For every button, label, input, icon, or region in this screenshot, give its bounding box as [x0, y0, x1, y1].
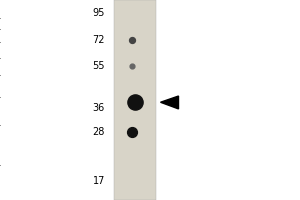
Text: 55: 55	[92, 61, 105, 71]
Point	[130, 38, 134, 41]
Text: 17: 17	[93, 176, 105, 186]
Text: 95: 95	[93, 8, 105, 18]
Polygon shape	[160, 96, 178, 109]
Point	[130, 64, 134, 68]
Text: 36: 36	[93, 103, 105, 113]
Text: 72: 72	[92, 35, 105, 45]
Text: 28: 28	[93, 127, 105, 137]
Point	[130, 131, 134, 134]
Point	[133, 101, 137, 104]
Bar	[114, 0, 156, 200]
